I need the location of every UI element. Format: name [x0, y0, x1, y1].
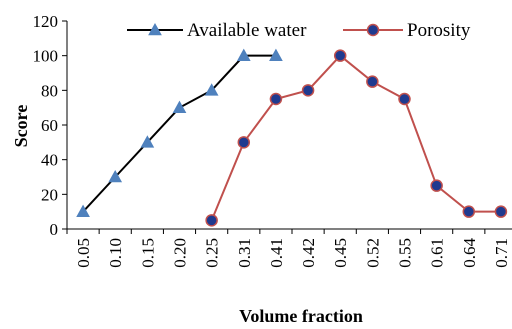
data-point-porosity: [398, 92, 411, 106]
x-axis: 0.05 0.10 0.15 0.20 0.25 0.31 0.41 0.42 0.45 0.52…: [66, 228, 512, 268]
data-point-porosity: [494, 205, 508, 218]
x-tick-label: 0.45: [331, 238, 350, 268]
legend-item-available-water: Available water: [127, 20, 307, 41]
data-point-porosity: [430, 179, 443, 192]
x-tick-label: 0.20: [171, 238, 190, 268]
y-tick-label: 20: [41, 185, 58, 204]
data-point-porosity: [269, 92, 283, 106]
y-tick-label: 80: [41, 81, 58, 100]
y-tick-label: 120: [33, 12, 59, 31]
legend: Available water Porosity: [127, 20, 471, 41]
x-tick-label: 0.61: [428, 238, 447, 268]
y-axis: 0 20 40 60 80 100 120: [33, 12, 68, 239]
x-tick-label: 0.10: [106, 238, 125, 268]
x-tick-label: 0.52: [363, 238, 382, 268]
data-point-available-water: [269, 48, 283, 61]
legend-marker-porosity: [366, 23, 380, 37]
data-point-available-water: [140, 135, 155, 148]
legend-label-available-water: Available water: [187, 20, 307, 41]
data-point-available-water: [204, 83, 219, 96]
data-point-available-water: [108, 169, 123, 183]
x-tick-label: 0.31: [235, 238, 254, 268]
data-point-available-water: [172, 100, 187, 113]
y-tick-label: 60: [41, 116, 58, 135]
legend-item-porosity: Porosity: [343, 20, 471, 41]
x-tick-label: 0.55: [396, 238, 415, 268]
data-point-porosity: [333, 49, 347, 62]
data-point-available-water: [76, 204, 90, 217]
legend-label-porosity: Porosity: [407, 20, 471, 41]
series-available-water: [76, 48, 283, 217]
x-tick-label: 0.15: [138, 238, 157, 268]
data-point-porosity: [237, 136, 251, 149]
series-porosity: [205, 49, 508, 227]
series-line-porosity: [210, 54, 501, 221]
y-tick-label: 0: [50, 220, 59, 239]
x-tick-label: 0.42: [299, 238, 318, 268]
x-tick-label: 0.05: [74, 238, 93, 268]
data-point-available-water: [236, 48, 251, 61]
data-point-porosity: [366, 75, 379, 88]
plot-area: [76, 48, 508, 227]
y-axis-label: Score: [11, 105, 31, 148]
x-tick-label: 0.64: [460, 238, 479, 268]
x-tick-label: 0.41: [267, 238, 286, 268]
x-axis-label: Volume fraction: [239, 306, 363, 326]
y-tick-label: 40: [41, 151, 58, 170]
series-line-available-water: [82, 54, 276, 213]
legend-marker-available-water: [148, 22, 162, 36]
x-tick-label: 0.25: [203, 238, 222, 268]
x-tick-label: 0.71: [492, 238, 511, 268]
y-tick-label: 100: [33, 47, 59, 66]
data-point-porosity: [205, 214, 218, 227]
data-point-porosity: [301, 84, 315, 97]
data-point-porosity: [462, 205, 476, 218]
